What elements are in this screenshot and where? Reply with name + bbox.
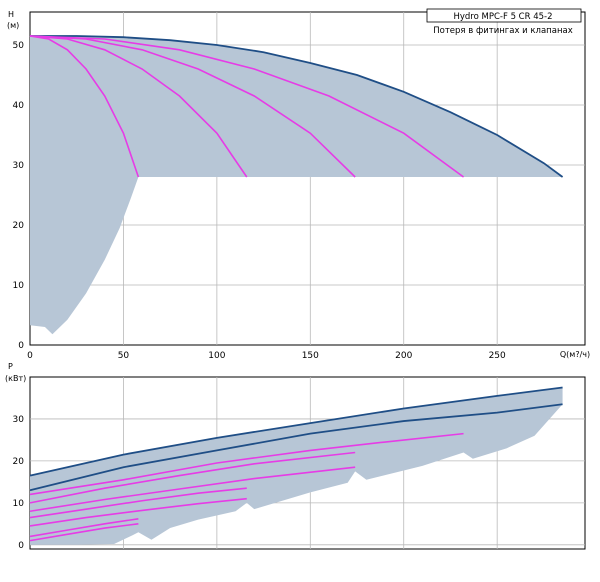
power-ytick-label: 0 bbox=[18, 541, 24, 551]
head-xtick-label: 100 bbox=[208, 351, 225, 361]
head-curve-pumps-4 bbox=[29, 35, 465, 178]
power-ylabel-unit: (кВт) bbox=[5, 374, 26, 383]
power-curve-pumps-2 bbox=[29, 487, 247, 519]
chart-title: Hydro MPC-F 5 CR 45-2 bbox=[453, 12, 552, 22]
head-ytick-label: 20 bbox=[13, 221, 25, 231]
head-chart: 0 10 20 30 40 50 0 50 100 150 200 250 H (м) Q(м?/ч)… bbox=[7, 8, 590, 361]
head-ylabel-symbol: H bbox=[8, 10, 14, 19]
power-curve-pumps-4 bbox=[29, 432, 464, 496]
head-xtick-label: 250 bbox=[489, 351, 506, 361]
head-ytick-label: 50 bbox=[13, 41, 25, 51]
head-curve-pumps-1 bbox=[29, 35, 140, 178]
head-ylabel-unit: (м) bbox=[7, 21, 19, 30]
head-ytick-label: 30 bbox=[13, 161, 25, 171]
power-curves bbox=[29, 386, 563, 542]
chart-title-box: Hydro MPC-F 5 CR 45-2 Потеря в фитингах … bbox=[426, 8, 582, 36]
power-curve-pumps-1 bbox=[29, 518, 139, 538]
power-ytick-label: 10 bbox=[13, 499, 25, 509]
head-area-fill bbox=[30, 36, 563, 335]
power-curve-max-secondary bbox=[29, 403, 563, 492]
power-tick-labels: 0 10 20 30 bbox=[13, 415, 25, 551]
power-area-fill bbox=[30, 387, 563, 545]
power-curve-pumps-1b bbox=[29, 523, 139, 542]
head-ytick-label: 10 bbox=[13, 281, 25, 291]
power-operating-area bbox=[30, 387, 563, 545]
head-xtick-label: 0 bbox=[27, 351, 33, 361]
title-box-frame bbox=[426, 8, 582, 23]
head-xlabel: Q(м?/ч) bbox=[560, 350, 590, 359]
head-ytick-label: 40 bbox=[13, 101, 25, 111]
head-curve-pumps-2 bbox=[29, 35, 248, 178]
head-xtick-label: 150 bbox=[302, 351, 319, 361]
power-ytick-label: 20 bbox=[13, 457, 25, 467]
power-curve-max bbox=[29, 386, 563, 477]
head-xtick-label: 50 bbox=[118, 351, 130, 361]
head-tick-labels: 0 10 20 30 40 50 0 50 100 150 200 250 bbox=[13, 41, 506, 361]
power-curve-pumps-3b bbox=[29, 466, 356, 513]
chart-subtitle: Потеря в фитингах и клапанах bbox=[433, 26, 573, 36]
head-curves bbox=[29, 35, 564, 178]
head-operating-area bbox=[30, 36, 563, 335]
power-curve-pumps-2b bbox=[29, 497, 247, 527]
head-xtick-label: 200 bbox=[395, 351, 412, 361]
power-ylabel-symbol: P bbox=[8, 362, 13, 371]
power-ytick-label: 30 bbox=[13, 415, 25, 425]
head-curve-max bbox=[30, 35, 564, 178]
head-ytick-label: 0 bbox=[18, 341, 24, 351]
power-curve-pumps-3 bbox=[29, 451, 356, 504]
power-chart: 0 10 20 30 P (кВт) bbox=[5, 362, 586, 551]
